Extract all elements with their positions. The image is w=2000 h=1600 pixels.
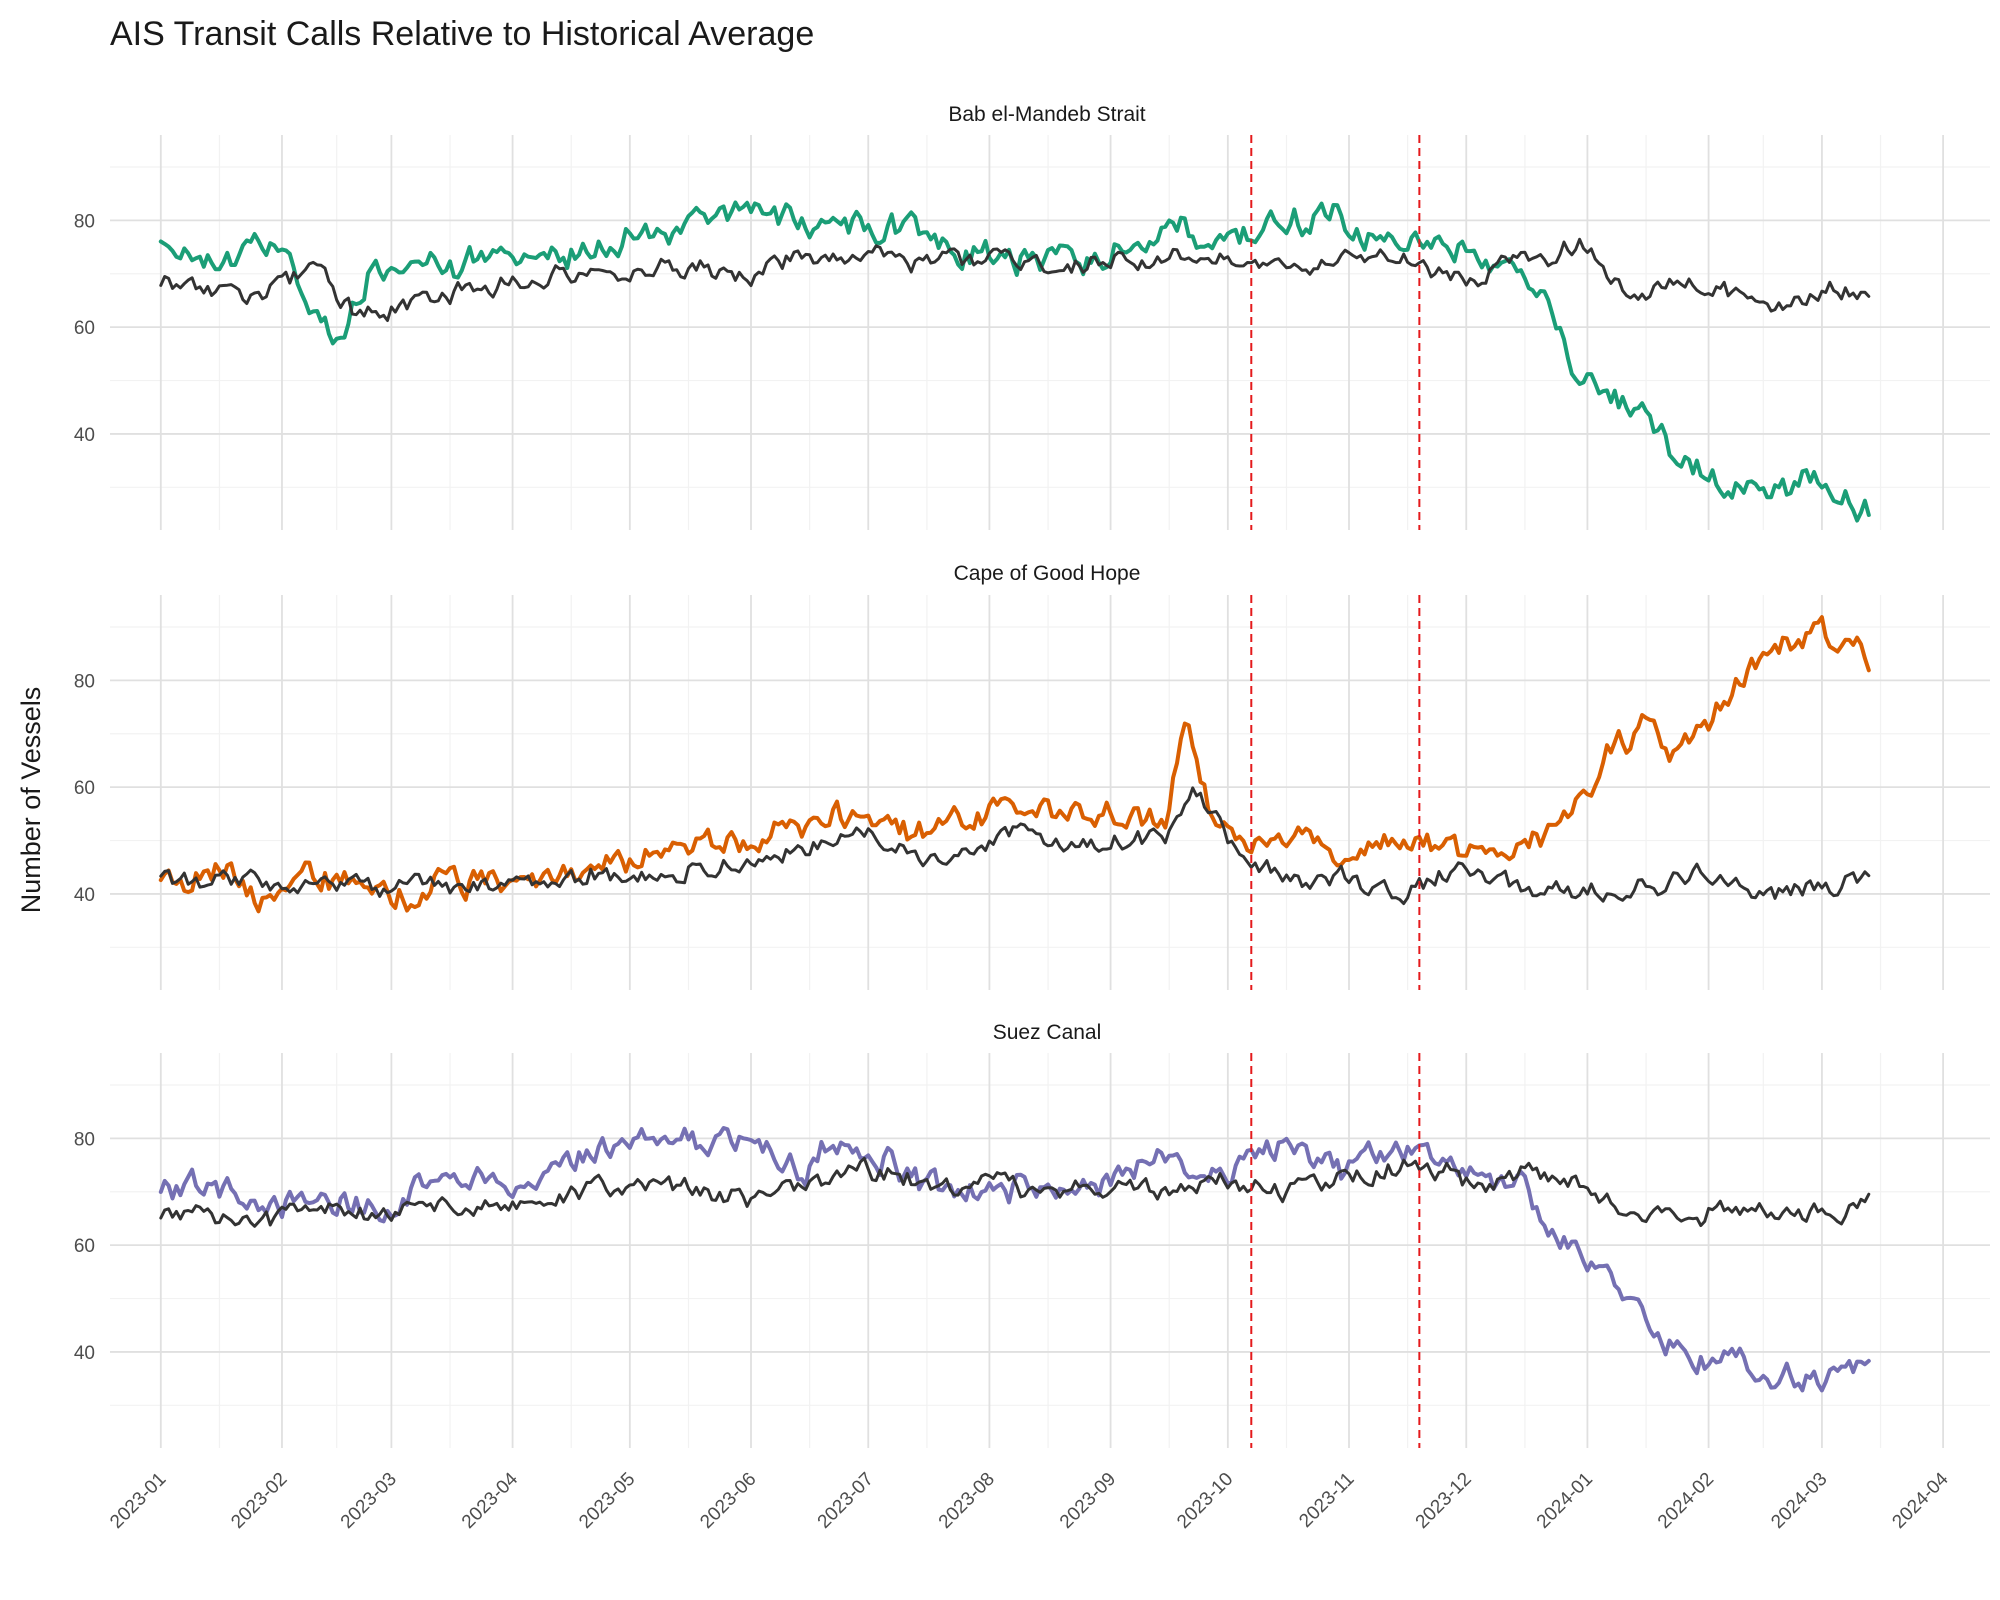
series-line-historical	[159, 237, 1871, 322]
y-axis-label: Number of Vessels	[16, 687, 46, 914]
facet-strip-label: Bab el-Mandeb Strait	[948, 103, 1145, 126]
y-tick-label: 80	[74, 211, 95, 232]
facet-strip-label: Cape of Good Hope	[954, 562, 1141, 585]
grid	[110, 135, 1990, 530]
y-tick-label: 60	[74, 778, 95, 799]
y-tick-label: 40	[74, 425, 95, 446]
y-tick-label: 60	[74, 1236, 95, 1257]
y-tick-label: 80	[74, 671, 95, 692]
y-tick-label: 40	[74, 885, 95, 906]
grid	[110, 595, 1990, 990]
facet-panels: 40 60 80 Bab el-Mandeb Strait 40 60 80 Cape of …	[74, 103, 1990, 1448]
series-line-observed	[158, 615, 1871, 914]
series-line-historical	[159, 1156, 1871, 1228]
y-tick-label: 80	[74, 1129, 95, 1150]
facet-strip-label: Suez Canal	[993, 1021, 1102, 1044]
series-line-observed	[158, 200, 1871, 523]
chart-title: AIS Transit Calls Relative to Historical…	[110, 15, 814, 53]
facet-panel: 40 60 80 Cape of Good Hope	[74, 562, 1990, 990]
grid	[110, 1053, 1990, 1448]
facet-panel: 40 60 80 Suez Canal	[74, 1021, 1990, 1448]
y-tick-label: 40	[74, 1343, 95, 1364]
series-line-historical	[159, 786, 1871, 906]
y-tick-label: 60	[74, 318, 95, 339]
facet-panel: 40 60 80 Bab el-Mandeb Strait	[74, 103, 1990, 530]
